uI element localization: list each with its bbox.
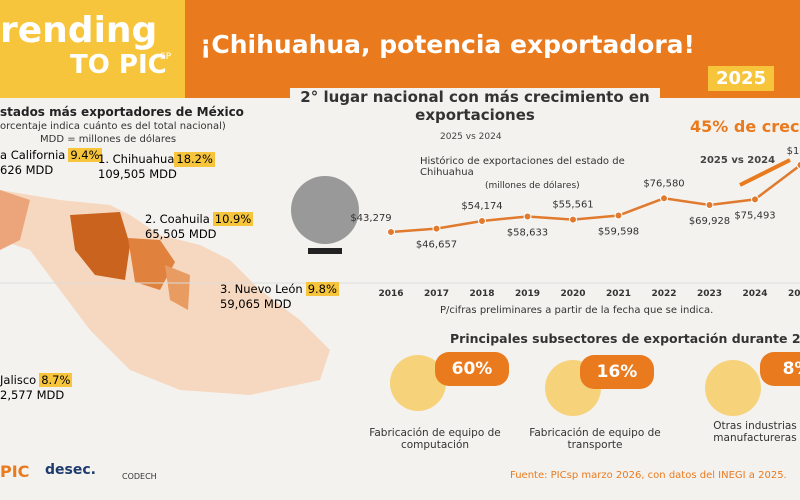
state-pct: 10.9% (212, 212, 254, 226)
state-name: 2. Coahuila (145, 212, 210, 226)
states-note: MDD = millones de dólares (40, 134, 177, 145)
state-amount: 59,065 MDD (220, 297, 292, 311)
state-name: 3. Nuevo León (220, 282, 303, 296)
line-chart: $43,279 2016 $46,657 2017 $54,174 2018 $58,633… (350, 146, 800, 299)
logo: desec. (45, 462, 96, 478)
subsectors-title: Principales subsectores de exportación d… (450, 331, 800, 346)
chart-title: Histórico de exportaciones del estado de… (420, 156, 625, 178)
point (614, 211, 623, 220)
subsector-label: Otras industrias manufactureras (713, 420, 797, 444)
state-amount: 65,505 MDD (145, 227, 217, 241)
point (569, 215, 577, 224)
state-amount: 109,505 MDD (98, 167, 177, 181)
point (660, 194, 668, 203)
growth-pct-text: de crecimiento (733, 117, 800, 136)
value-label: $75,493 (734, 210, 775, 221)
x-tick-label: 2018 (469, 289, 494, 299)
state-label: Jalisco 8.7% 2,577 MDD (0, 373, 73, 403)
year: 2025 (708, 66, 775, 91)
state-pct: 18.2% (174, 152, 215, 167)
subsector-pct: 60% (435, 352, 509, 386)
brand: TO PIC (70, 50, 167, 80)
x-tick-label: 2019 (515, 289, 540, 299)
chart-subtitle: (millones de dólares) (485, 181, 580, 191)
point (705, 201, 714, 210)
x-tick-label: 2020 (560, 289, 585, 299)
globe-base (308, 248, 342, 254)
state-amount: 626 MDD (0, 163, 54, 177)
subsector-label: Fabricación de equipo de transporte (529, 427, 661, 451)
value-label: $54,174 (461, 201, 502, 212)
state-label: 2. Coahuila 10.9% 65,505 MDD (145, 212, 254, 242)
growth-pct: 45% de crecimiento (690, 117, 800, 136)
point (432, 224, 441, 233)
map-baja (0, 190, 30, 250)
growth-headline: 2° lugar nacional con más crecimiento en… (290, 88, 660, 124)
state-label: a California 9.4% 626 MDD (0, 148, 102, 178)
value-label: $46,657 (416, 240, 457, 251)
brand: SP (160, 52, 172, 62)
state-pct: 9.4% (68, 148, 102, 162)
growth-arrow (739, 158, 791, 187)
state-label: 1. Chihuahua 18.2% 109,505 MDD (98, 152, 215, 182)
title: ¡Chihuahua, potencia exportadora! (200, 30, 695, 59)
x-tick-label: 2017 (424, 289, 449, 299)
map-coahuila (128, 238, 175, 290)
subsector-pct: 8% (760, 352, 800, 386)
brand-block (0, 0, 185, 98)
logo: PIC (0, 462, 30, 481)
growth-sub: 2025 vs 2024 (440, 132, 502, 142)
value-label: $109,505 (787, 146, 800, 157)
growth-pct-value: 45% (690, 117, 729, 136)
state-name: 1. Chihuahua (98, 152, 175, 166)
x-tick-label: 2023 (697, 289, 722, 299)
state-pct: 8.7% (39, 373, 73, 387)
icon (705, 360, 761, 416)
value-label: $43,279 (350, 213, 391, 224)
point (796, 161, 800, 169)
logo: CODECH (122, 472, 157, 481)
line (390, 164, 800, 234)
value-label: $69,928 (689, 216, 730, 227)
value-label: $76,580 (643, 178, 684, 189)
point (387, 228, 395, 236)
x-tick-label: 2024 (742, 289, 767, 299)
point (523, 212, 532, 221)
brand: rending (0, 10, 158, 51)
subsector-pct: 16% (580, 355, 654, 389)
state-name: Jalisco (0, 373, 37, 387)
point (751, 195, 759, 204)
state-pct: 9.8% (305, 282, 339, 296)
value-label: $59,598 (598, 226, 639, 237)
value-label: $55,561 (552, 200, 593, 211)
x-tick-label: 2016 (378, 289, 403, 299)
value-label: $58,633 (507, 227, 548, 238)
x-tick-label: 2025 (788, 289, 800, 299)
map-chihuahua (70, 212, 130, 280)
x-tick-label: 2021 (606, 289, 631, 299)
state-label: 3. Nuevo León 9.8% 59,065 MDD (220, 282, 339, 312)
state-amount: 2,577 MDD (0, 388, 65, 402)
subsector-label: Fabricación de equipo de computación (369, 427, 501, 451)
state-name: a California (0, 148, 66, 162)
map-nuevo-leon (165, 265, 190, 310)
states-title: stados más exportadores de México (0, 105, 244, 119)
source: Fuente: PICsp marzo 2026, con datos del … (510, 470, 787, 481)
globe (291, 176, 359, 244)
growth-pct-sub: 2025 vs 2024 (700, 155, 776, 166)
states-subtitle: orcentaje indica cuánto es del total nac… (0, 121, 226, 132)
x-tick-label: 2022 (651, 289, 676, 299)
point (478, 216, 486, 225)
chart-note: P/cifras preliminares a partir de la fec… (440, 305, 714, 316)
